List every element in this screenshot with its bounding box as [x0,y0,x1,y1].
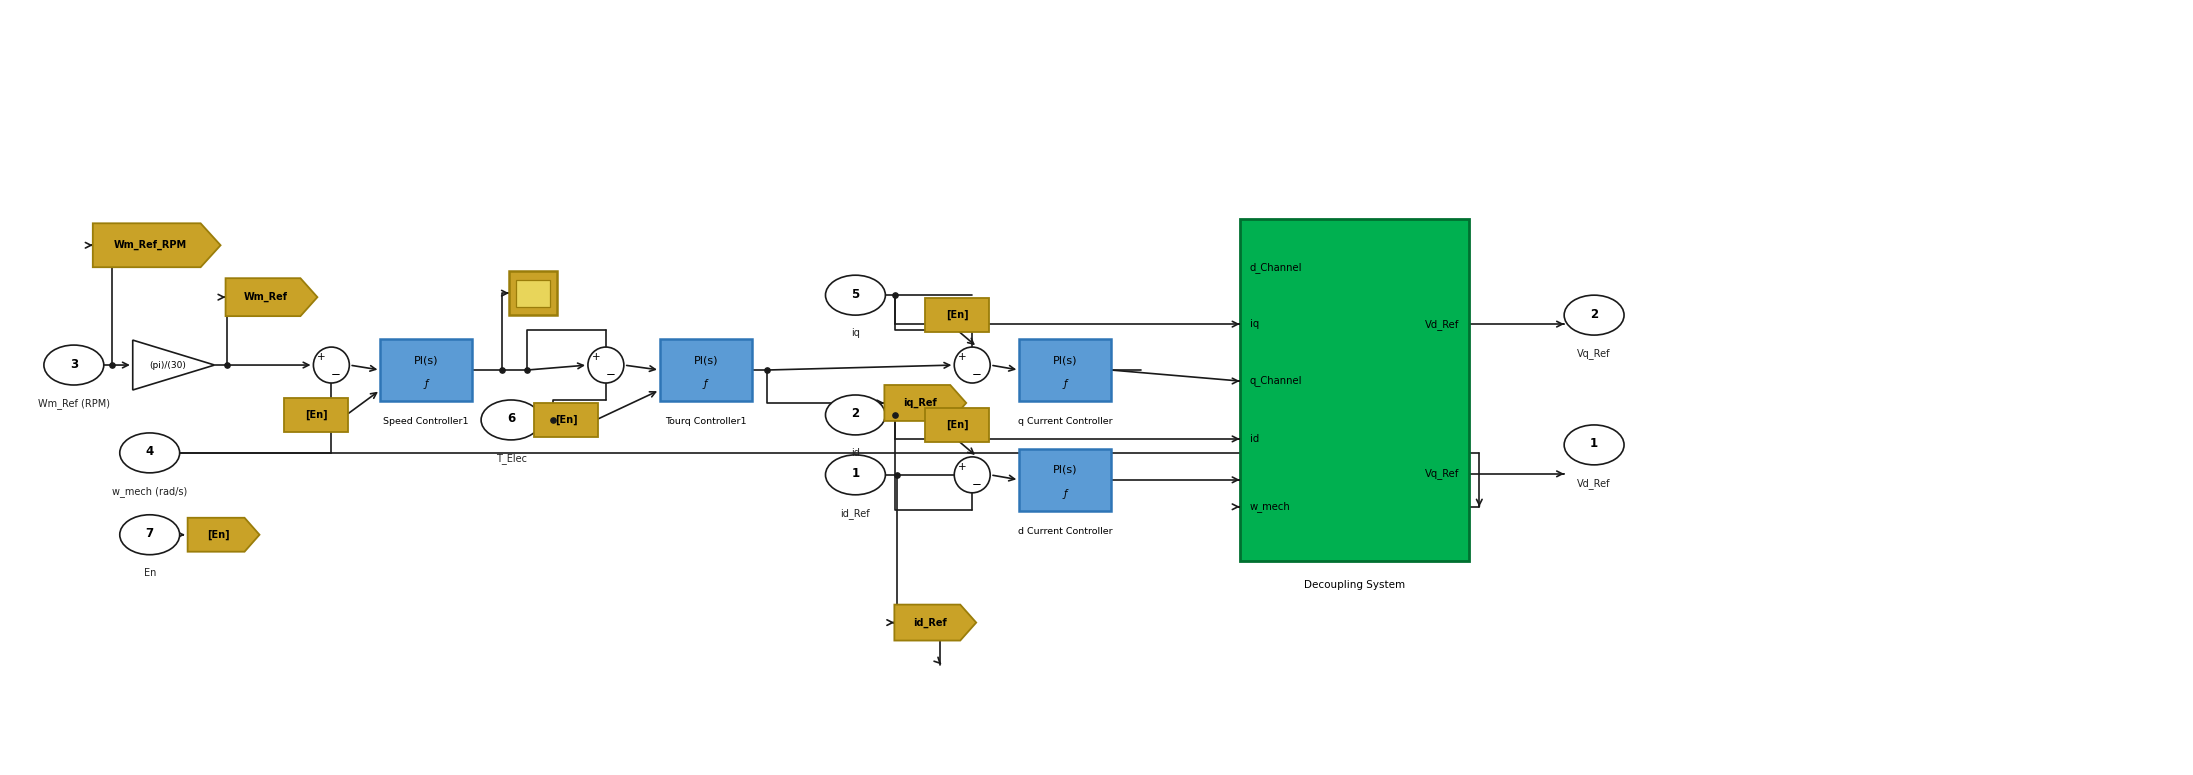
Text: w_mech: w_mech [1250,501,1289,512]
FancyBboxPatch shape [285,398,349,432]
Circle shape [954,457,991,493]
Text: 5: 5 [851,288,860,301]
Ellipse shape [44,345,103,385]
FancyBboxPatch shape [509,271,557,315]
Text: id_Ref: id_Ref [912,618,947,628]
Text: [En]: [En] [945,310,969,320]
FancyBboxPatch shape [379,339,471,401]
Text: Vd_Ref: Vd_Ref [1425,319,1458,329]
Polygon shape [134,340,215,390]
FancyBboxPatch shape [535,403,599,437]
Circle shape [314,347,349,383]
Text: (pi)/(30): (pi)/(30) [149,360,186,370]
Text: Vq_Ref: Vq_Ref [1577,348,1612,359]
Text: Wm_Ref: Wm_Ref [243,292,287,302]
Text: +: + [958,352,967,362]
FancyBboxPatch shape [925,298,989,332]
Ellipse shape [825,275,886,315]
Polygon shape [895,604,976,641]
Text: −: − [331,368,340,381]
Text: id: id [851,448,860,458]
Polygon shape [189,518,259,552]
Text: PI(s): PI(s) [693,355,717,365]
Text: ƒ: ƒ [425,379,428,389]
Circle shape [954,347,991,383]
Text: w_mech (rad/s): w_mech (rad/s) [112,486,186,497]
Text: ƒ: ƒ [1064,379,1066,389]
Text: Decoupling System: Decoupling System [1305,580,1406,590]
Ellipse shape [1564,425,1625,465]
Text: 2: 2 [1590,308,1599,321]
Text: T_Elec: T_Elec [496,453,526,463]
Text: 2: 2 [851,408,860,421]
Text: +: + [592,352,601,362]
Text: Speed Controller1: Speed Controller1 [384,417,469,426]
Text: ƒ: ƒ [704,379,708,389]
Text: +: + [958,462,967,472]
Text: q_Channel: q_Channel [1250,376,1303,387]
Text: iq: iq [1250,319,1259,329]
Ellipse shape [480,400,542,440]
FancyBboxPatch shape [660,339,752,401]
Ellipse shape [825,395,886,435]
Text: ƒ: ƒ [1064,489,1066,499]
Text: +: + [318,352,327,362]
Text: Vq_Ref: Vq_Ref [1425,468,1458,479]
Text: id_Ref: id_Ref [840,508,871,518]
Text: 1: 1 [851,467,860,480]
FancyBboxPatch shape [1239,219,1469,560]
Text: PI(s): PI(s) [1053,355,1077,365]
Text: id: id [1250,434,1259,444]
Text: 1: 1 [1590,437,1599,450]
Text: d Current Controller: d Current Controller [1018,527,1112,536]
Text: 6: 6 [507,412,515,425]
Text: 7: 7 [145,527,154,540]
Text: Vd_Ref: Vd_Ref [1577,478,1612,489]
Text: −: − [605,368,616,381]
FancyBboxPatch shape [1020,449,1112,511]
Text: Wm_Ref (RPM): Wm_Ref (RPM) [37,398,110,409]
Text: [En]: [En] [208,529,230,540]
Ellipse shape [825,455,886,494]
FancyBboxPatch shape [1020,339,1112,401]
Text: PI(s): PI(s) [414,355,439,365]
Text: [En]: [En] [555,415,577,425]
Text: −: − [971,368,982,381]
Text: −: − [971,478,982,491]
Circle shape [588,347,623,383]
Text: Tourq Controller1: Tourq Controller1 [664,417,746,426]
Text: [En]: [En] [945,420,969,430]
Text: iq: iq [851,328,860,338]
Text: d_Channel: d_Channel [1250,262,1303,273]
Text: 4: 4 [145,446,154,458]
Ellipse shape [121,515,180,555]
Text: iq_Ref: iq_Ref [904,398,936,408]
Text: q Current Controller: q Current Controller [1018,417,1112,426]
Polygon shape [92,223,221,267]
Ellipse shape [1564,295,1625,335]
FancyBboxPatch shape [515,280,550,307]
Text: PI(s): PI(s) [1053,465,1077,475]
Text: Wm_Ref_RPM: Wm_Ref_RPM [114,240,186,250]
FancyBboxPatch shape [925,408,989,442]
Polygon shape [226,278,318,316]
Ellipse shape [121,433,180,473]
Text: En: En [143,567,156,577]
Text: [En]: [En] [305,410,327,420]
Text: 3: 3 [70,357,79,370]
Polygon shape [884,385,967,421]
